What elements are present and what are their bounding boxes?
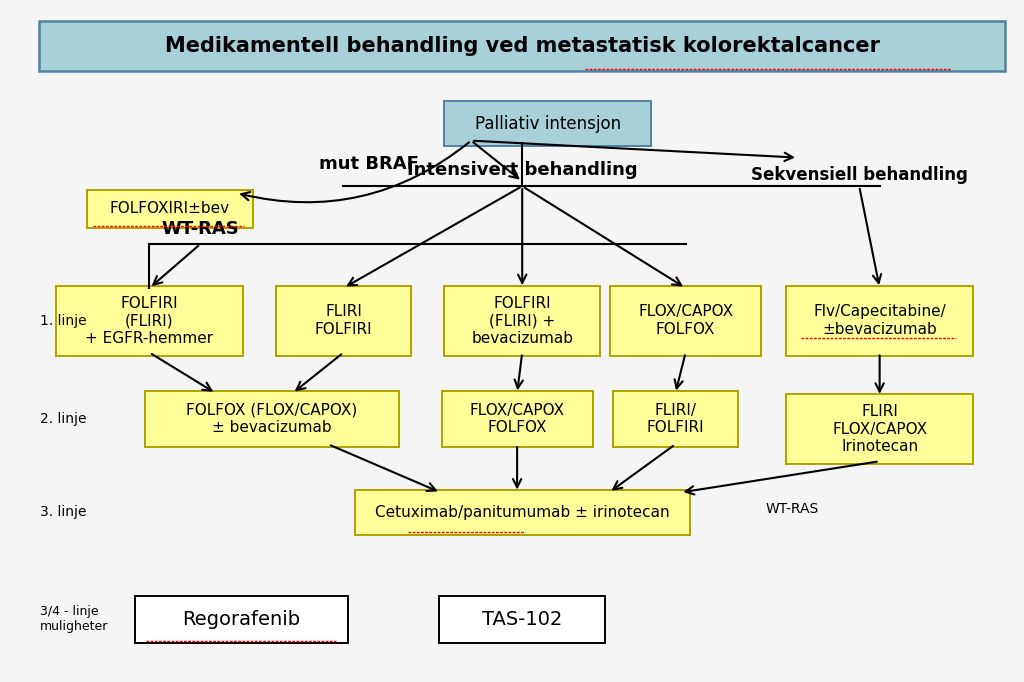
Text: 1. linje: 1. linje bbox=[40, 314, 87, 327]
Text: FOLFOX (FLOX/CAPOX)
± bevacizumab: FOLFOX (FLOX/CAPOX) ± bevacizumab bbox=[186, 403, 357, 435]
FancyBboxPatch shape bbox=[786, 394, 973, 464]
FancyBboxPatch shape bbox=[441, 391, 593, 447]
FancyBboxPatch shape bbox=[145, 391, 398, 447]
FancyBboxPatch shape bbox=[786, 286, 973, 355]
Text: WT-RAS: WT-RAS bbox=[765, 503, 818, 516]
FancyBboxPatch shape bbox=[444, 286, 600, 355]
FancyBboxPatch shape bbox=[610, 286, 761, 355]
Text: Medikamentell behandling ved metastatisk kolorektalcancer: Medikamentell behandling ved metastatisk… bbox=[165, 35, 880, 55]
Text: Flv/Capecitabine/
±bevacizumab: Flv/Capecitabine/ ±bevacizumab bbox=[813, 304, 946, 337]
Text: FLIRI
FOLFIRI: FLIRI FOLFIRI bbox=[314, 304, 373, 337]
FancyBboxPatch shape bbox=[135, 596, 347, 642]
Text: FOLFIRI
(FLIRI)
+ EGFR-hemmer: FOLFIRI (FLIRI) + EGFR-hemmer bbox=[85, 296, 214, 346]
Text: Sekvensiell behandling: Sekvensiell behandling bbox=[751, 166, 968, 183]
FancyBboxPatch shape bbox=[444, 101, 651, 146]
Text: 3/4 - linje
muligheter: 3/4 - linje muligheter bbox=[40, 606, 109, 634]
Text: Regorafenib: Regorafenib bbox=[182, 610, 300, 629]
Text: 2. linje: 2. linje bbox=[40, 412, 87, 426]
Text: WT-RAS: WT-RAS bbox=[162, 220, 240, 238]
FancyBboxPatch shape bbox=[56, 286, 243, 355]
Text: mut BRAF: mut BRAF bbox=[319, 155, 419, 173]
FancyBboxPatch shape bbox=[439, 596, 605, 642]
Text: Intensivert behandling: Intensivert behandling bbox=[407, 161, 638, 179]
FancyBboxPatch shape bbox=[275, 286, 412, 355]
Text: TAS-102: TAS-102 bbox=[482, 610, 562, 629]
Text: FLOX/CAPOX
FOLFOX: FLOX/CAPOX FOLFOX bbox=[638, 304, 733, 337]
Text: FLIRI
FLOX/CAPOX
Irinotecan: FLIRI FLOX/CAPOX Irinotecan bbox=[833, 404, 927, 454]
Text: FOLFOXIRI±bev: FOLFOXIRI±bev bbox=[110, 201, 230, 216]
FancyBboxPatch shape bbox=[87, 190, 253, 228]
Text: Palliativ intensjon: Palliativ intensjon bbox=[475, 115, 621, 132]
Text: 3. linje: 3. linje bbox=[40, 505, 87, 519]
Text: FLIRI/
FOLFIRI: FLIRI/ FOLFIRI bbox=[646, 403, 705, 435]
FancyBboxPatch shape bbox=[612, 391, 738, 447]
Text: Cetuximab/panitumumab ± irinotecan: Cetuximab/panitumumab ± irinotecan bbox=[375, 505, 670, 520]
FancyBboxPatch shape bbox=[39, 21, 1006, 72]
Text: FLOX/CAPOX
FOLFOX: FLOX/CAPOX FOLFOX bbox=[470, 403, 564, 435]
FancyBboxPatch shape bbox=[354, 490, 690, 535]
Text: FOLFIRI
(FLIRI) +
bevacizumab: FOLFIRI (FLIRI) + bevacizumab bbox=[471, 296, 573, 346]
